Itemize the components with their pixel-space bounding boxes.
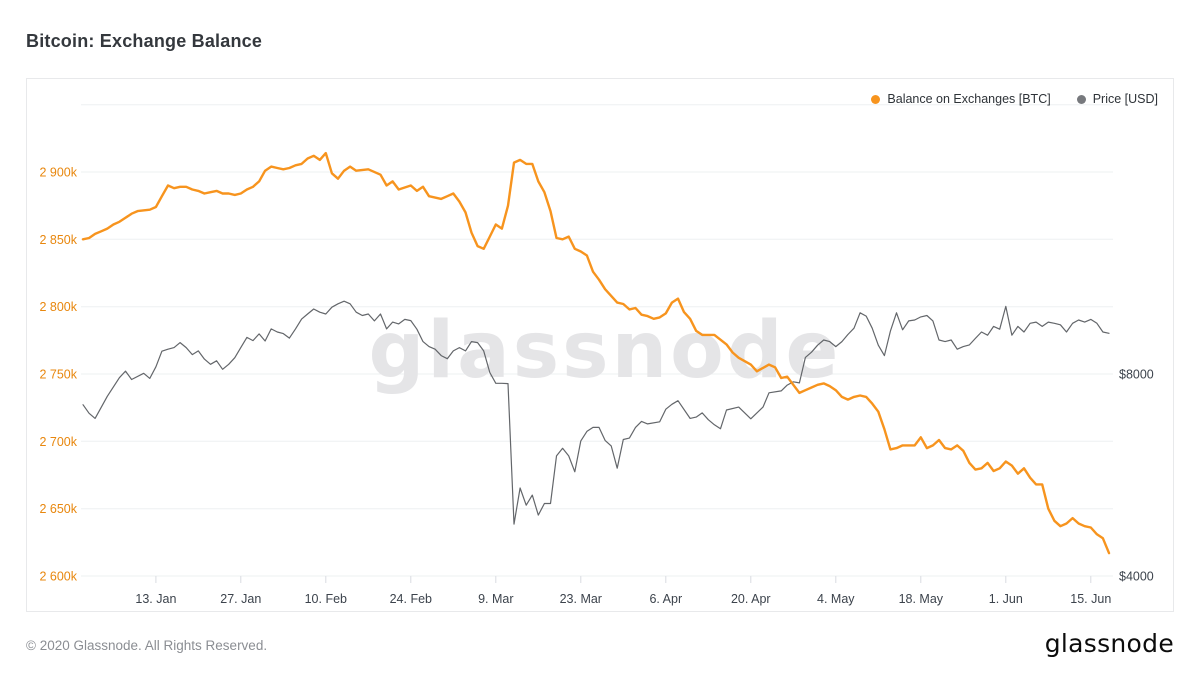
- svg-text:2 750k: 2 750k: [39, 368, 77, 382]
- legend-label-balance: Balance on Exchanges [BTC]: [887, 92, 1051, 106]
- svg-text:18. May: 18. May: [899, 592, 944, 606]
- price-line[interactable]: [82, 300, 1110, 525]
- watermark-glassnode: glassnode: [369, 306, 842, 396]
- svg-text:2 650k: 2 650k: [39, 502, 77, 516]
- svg-text:9. Mar: 9. Mar: [478, 592, 513, 606]
- svg-text:2 800k: 2 800k: [39, 300, 77, 314]
- svg-text:4. May: 4. May: [817, 592, 855, 606]
- svg-text:2 900k: 2 900k: [39, 166, 77, 180]
- copyright-text: © 2020 Glassnode. All Rights Reserved.: [26, 638, 268, 653]
- legend: Balance on Exchanges [BTC] Price [USD]: [871, 92, 1158, 106]
- svg-text:23. Mar: 23. Mar: [560, 592, 602, 606]
- svg-text:15. Jun: 15. Jun: [1070, 592, 1111, 606]
- svg-text:20. Apr: 20. Apr: [731, 592, 771, 606]
- gridlines: [81, 104, 1113, 577]
- left-axis-labels: 2 900k 2 850k 2 800k 2 750k 2 700k 2 650k 2 60…: [39, 166, 77, 584]
- x-axis-ticks: [155, 576, 1092, 583]
- legend-label-price: Price [USD]: [1092, 92, 1158, 106]
- legend-marker-price-icon: [1076, 94, 1086, 104]
- svg-text:1. Jun: 1. Jun: [989, 592, 1023, 606]
- svg-text:6. Apr: 6. Apr: [649, 592, 682, 606]
- chart-plot-area[interactable]: glassnode 2 900k 2 850k 2 800k 2 750k 2 700k…: [27, 79, 1173, 611]
- svg-text:2 700k: 2 700k: [39, 435, 77, 449]
- x-axis-labels: 13. Jan 27. Jan 10. Feb 24. Feb 9. Mar 23. Ma…: [135, 592, 1111, 606]
- svg-text:2 850k: 2 850k: [39, 233, 77, 247]
- legend-marker-balance-icon: [871, 94, 881, 104]
- chart-card: glassnode 2 900k 2 850k 2 800k 2 750k 2 700k…: [26, 78, 1174, 612]
- glassnode-logo: glassnode: [1044, 629, 1174, 658]
- svg-text:27. Jan: 27. Jan: [220, 592, 261, 606]
- balance-line[interactable]: [81, 151, 1111, 555]
- right-axis-labels: $8000 $4000: [1119, 368, 1154, 584]
- legend-item-price[interactable]: Price [USD]: [1076, 92, 1158, 106]
- svg-text:$8000: $8000: [1119, 368, 1154, 382]
- svg-text:13. Jan: 13. Jan: [135, 592, 176, 606]
- svg-text:24. Feb: 24. Feb: [390, 592, 432, 606]
- svg-text:$4000: $4000: [1119, 570, 1154, 584]
- svg-text:2 600k: 2 600k: [39, 570, 77, 584]
- page-title: Bitcoin: Exchange Balance: [26, 31, 263, 51]
- legend-item-balance[interactable]: Balance on Exchanges [BTC]: [871, 92, 1051, 106]
- svg-text:10. Feb: 10. Feb: [305, 592, 347, 606]
